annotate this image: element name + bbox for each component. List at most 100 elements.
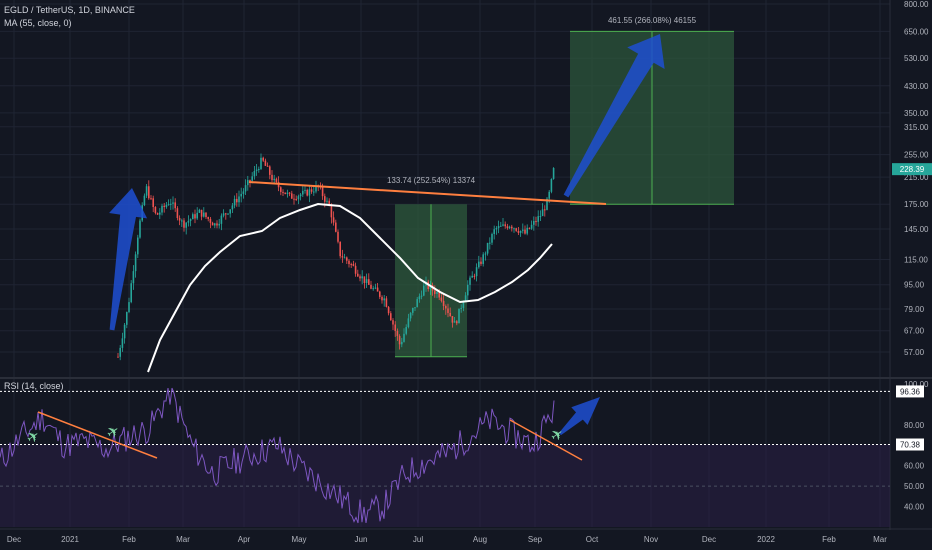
candle-body bbox=[286, 192, 289, 194]
time-axis-tick: Dec bbox=[7, 535, 21, 544]
candle-body bbox=[429, 285, 432, 290]
candle-body bbox=[530, 224, 533, 229]
price-axis-tick: 67.00 bbox=[904, 327, 925, 336]
candle-body bbox=[352, 264, 355, 266]
candle-body bbox=[152, 198, 154, 207]
symbol-legend: EGLD / TetherUS, 1D, BINANCE bbox=[4, 4, 135, 16]
candle-body bbox=[374, 287, 377, 289]
candle-body bbox=[255, 169, 258, 172]
candle-body bbox=[130, 283, 132, 303]
candle-body bbox=[203, 212, 205, 217]
candle-body bbox=[332, 217, 335, 223]
time-axis-tick: Jun bbox=[355, 535, 368, 544]
candle-body bbox=[189, 219, 192, 221]
candle-body bbox=[533, 221, 535, 225]
candle-body bbox=[339, 241, 341, 257]
candle-body bbox=[121, 338, 124, 348]
candle-body bbox=[128, 302, 130, 313]
candle-body bbox=[368, 279, 370, 285]
candle-body bbox=[225, 213, 227, 215]
candle-body bbox=[269, 166, 271, 175]
candle-body bbox=[198, 209, 201, 213]
candle-body bbox=[407, 318, 410, 328]
ma-title: MA (55, close, 0) bbox=[4, 18, 72, 28]
price-axis-tick: 650.00 bbox=[904, 27, 929, 36]
candle-body bbox=[357, 273, 359, 277]
candle-body bbox=[552, 168, 555, 179]
resistance-trendline bbox=[248, 181, 607, 205]
candle-body bbox=[537, 216, 539, 222]
candle-body bbox=[372, 288, 374, 290]
candle-body bbox=[528, 227, 531, 229]
price-axis-tick: 175.00 bbox=[904, 200, 929, 209]
candle-body bbox=[420, 295, 423, 297]
candle-body bbox=[233, 198, 236, 206]
price-axis-tick: 95.00 bbox=[904, 281, 925, 290]
candle-body bbox=[412, 308, 414, 313]
candle-body bbox=[328, 200, 330, 206]
candle-body bbox=[156, 213, 159, 215]
candle-body bbox=[546, 198, 548, 210]
rsi-title: RSI (14, close) bbox=[4, 381, 64, 391]
candle-body bbox=[291, 193, 293, 199]
candle-body bbox=[434, 290, 436, 294]
candle-body bbox=[513, 228, 515, 230]
price-axis-tick: 800.00 bbox=[904, 0, 929, 9]
candle-body bbox=[379, 291, 381, 297]
candle-body bbox=[341, 256, 344, 258]
candle-body bbox=[495, 228, 498, 230]
candle-body bbox=[251, 176, 253, 181]
candle-body bbox=[348, 260, 350, 265]
time-axis-tick: Nov bbox=[644, 535, 658, 544]
ma-line bbox=[147, 202, 553, 373]
candle-body bbox=[297, 196, 300, 200]
candle-body bbox=[335, 222, 337, 232]
candle-body bbox=[216, 223, 218, 226]
candle-body bbox=[137, 237, 139, 255]
candle-body bbox=[508, 226, 511, 229]
rsi-axis-tick: 80.00 bbox=[904, 421, 925, 430]
candle-body bbox=[170, 203, 172, 205]
candle-body bbox=[438, 292, 440, 298]
candle-body bbox=[539, 216, 542, 218]
candle-body bbox=[222, 213, 225, 216]
time-axis-tick: 2022 bbox=[757, 535, 775, 544]
candle-body bbox=[462, 301, 465, 308]
candle-body bbox=[238, 196, 240, 203]
price-axis-tick: 57.00 bbox=[904, 348, 925, 357]
candle-body bbox=[460, 307, 462, 309]
candle-body bbox=[205, 212, 207, 218]
target-arrow-right bbox=[563, 34, 665, 198]
candle-body bbox=[313, 191, 315, 193]
candle-body bbox=[475, 267, 478, 277]
candle-body bbox=[401, 341, 403, 345]
candle-body bbox=[163, 205, 165, 207]
candle-body bbox=[394, 324, 396, 331]
candle-body bbox=[150, 198, 152, 200]
candle-body bbox=[260, 157, 262, 169]
time-axis-tick: Mar bbox=[873, 535, 887, 544]
candle-body bbox=[321, 187, 324, 197]
candle-body bbox=[302, 190, 304, 195]
price-axis-tick: 115.00 bbox=[904, 256, 928, 265]
rsi-trendline-1 bbox=[37, 411, 158, 459]
candle-body bbox=[343, 257, 346, 259]
candle-body bbox=[416, 299, 418, 308]
candle-body bbox=[519, 230, 522, 233]
candle-body bbox=[167, 204, 170, 206]
candle-body bbox=[165, 204, 168, 207]
candle-body bbox=[467, 284, 469, 296]
candle-body bbox=[284, 192, 286, 194]
candle-body bbox=[359, 276, 361, 279]
candle-body bbox=[403, 333, 405, 342]
candle-body bbox=[458, 308, 460, 324]
candle-body bbox=[310, 189, 313, 192]
price-axis-tick: 215.00 bbox=[904, 173, 929, 182]
price-axis-tick: 145.00 bbox=[904, 225, 929, 234]
candle-body bbox=[249, 180, 251, 182]
candle-body bbox=[280, 187, 282, 192]
candle-body bbox=[262, 157, 264, 161]
current-price-tag bbox=[892, 163, 932, 176]
